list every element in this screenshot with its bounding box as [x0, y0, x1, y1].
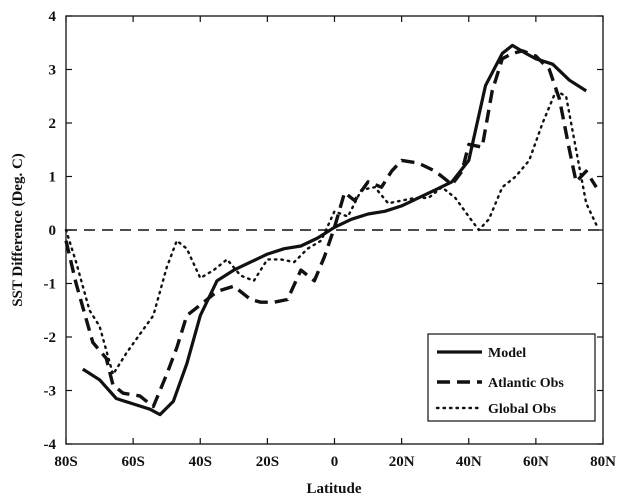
y-tick-label: 0 — [49, 223, 57, 239]
y-tick-label: 4 — [49, 9, 57, 25]
x-tick-label: 40S — [189, 454, 212, 470]
y-tick-label: -3 — [44, 384, 57, 400]
axis-ticks: 80S 60S 40S 20S 0 20N 40N 60N 80N -4 -3 -2 -1 0 1 2 3 4 — [44, 9, 617, 470]
x-tick-label: 20S — [256, 454, 279, 470]
series-line-global-obs — [64, 89, 598, 376]
legend: Model Atlantic Obs Global Obs — [427, 333, 596, 422]
legend-label-model: Model — [488, 346, 526, 361]
y-axis-title: SST Difference (Deg. C) — [10, 153, 26, 307]
y-tick-label: -1 — [44, 277, 57, 293]
y-tick-label: -4 — [44, 437, 57, 453]
legend-box — [427, 333, 596, 422]
x-tick-label: 20N — [389, 454, 415, 470]
y-tick-label: 3 — [49, 63, 57, 79]
x-tick-label: 80N — [590, 454, 616, 470]
y-tick-label: -2 — [44, 330, 57, 346]
series-line-model — [81, 43, 588, 417]
y-tick-label: 1 — [49, 170, 57, 186]
legend-label-atlantic: Atlantic Obs — [488, 376, 564, 391]
series-lines — [64, 43, 598, 417]
x-tick-label: 80S — [54, 454, 77, 470]
series-line-atlantic-obs — [64, 49, 598, 409]
x-axis-title: Latitude — [306, 481, 361, 497]
x-tick-label: 40N — [456, 454, 482, 470]
x-tick-label: 60S — [121, 454, 144, 470]
x-tick-label: 60N — [523, 454, 549, 470]
y-tick-label: 2 — [49, 116, 57, 132]
x-tick-label: 0 — [331, 454, 339, 470]
legend-label-global: Global Obs — [488, 402, 557, 417]
